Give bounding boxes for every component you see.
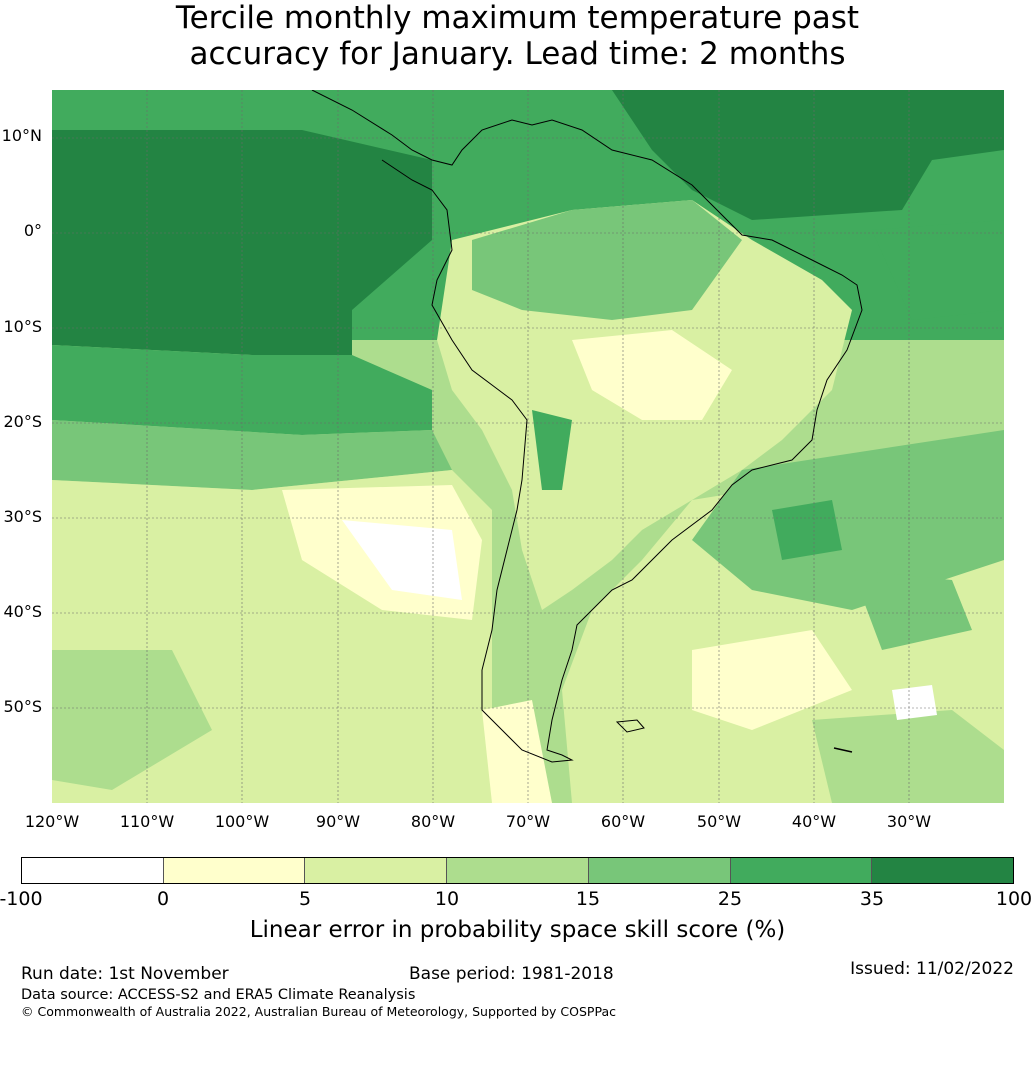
colorbar [21,857,1014,884]
region-far-pacific-patch [52,650,212,790]
colorbar-tick: -100 [0,888,43,910]
region-patagonia-shelf-low [692,630,852,730]
lon-label-110w: 110°W [119,812,175,831]
lat-label-0: 0° [23,221,42,240]
colorbar-segment [22,858,164,883]
region-atlantic-band [872,220,1004,320]
region-andes-high [532,410,572,490]
colorbar-tick: 100 [995,888,1033,910]
title-line-1: Tercile monthly maximum temperature past [175,0,860,36]
lon-label-40w: 40°W [791,812,837,831]
colorbar-segment [305,858,448,883]
colorbar-segment [447,858,589,883]
colorbar-segment [730,858,873,883]
region-central-brazil-low [572,330,732,420]
run-date: Run date: 1st November [21,964,229,984]
lon-label-120w: 120°W [24,812,80,831]
south-america-coastline [311,90,863,763]
region-north-atlantic-high-skill [612,90,1004,220]
colorbar-tick: 5 [298,888,312,910]
region-atlantic-patch [772,500,842,560]
colorbar-segment [588,858,731,883]
data-source: Data source: ACCESS-S2 and ERA5 Climate … [21,987,416,1003]
lat-label-30s: 30°S [3,507,42,526]
colorbar-tick: 10 [434,888,460,910]
lat-label-20s: 20°S [3,412,42,431]
lat-label-50s: 50°S [3,697,42,716]
issued-date: Issued: 11/02/2022 [850,959,1014,979]
colorbar-tick: 15 [575,888,601,910]
lat-label-40s: 40°S [3,602,42,621]
falkland-islands [615,719,645,733]
copyright-notice: © Commonwealth of Australia 2022, Austra… [21,1004,616,1019]
graticule [52,90,1004,803]
south-georgia [833,747,853,753]
region-subtropical-atlantic [692,430,1004,610]
map-title: Tercile monthly maximum temperature past… [0,0,1035,72]
lon-label-100w: 100°W [214,812,270,831]
colorbar-segment [872,858,1014,883]
skill-score-map [52,90,1004,803]
lon-label-80w: 80°W [410,812,456,831]
region-chile-coast [482,700,552,803]
base-period: Base period: 1981-2018 [409,964,614,984]
lon-label-50w: 50°W [696,812,742,831]
map-canvas [52,90,1004,803]
lon-label-30w: 30°W [886,812,932,831]
lon-label-90w: 90°W [315,812,361,831]
colorbar-tick: 0 [156,888,170,910]
lon-label-60w: 60°W [600,812,646,831]
region-pacific-no-skill [342,520,462,600]
title-line-2: accuracy for January. Lead time: 2 month… [189,36,846,72]
region-atlantic-white-patch [892,685,937,720]
colorbar-tick: 35 [859,888,885,910]
region-atlantic-patch-2 [852,570,972,650]
region-southern-patch [812,710,1004,803]
region-pacific-mid [52,420,452,490]
colorbar-segment [163,858,306,883]
lon-label-70w: 70°W [505,812,551,831]
lat-label-10s: 10°S [3,317,42,336]
colorbar-label: Linear error in probability space skill … [249,917,786,943]
region-amazon [472,200,742,320]
colorbar-tick: 25 [717,888,743,910]
lat-label-10n: 10°N [1,126,42,145]
